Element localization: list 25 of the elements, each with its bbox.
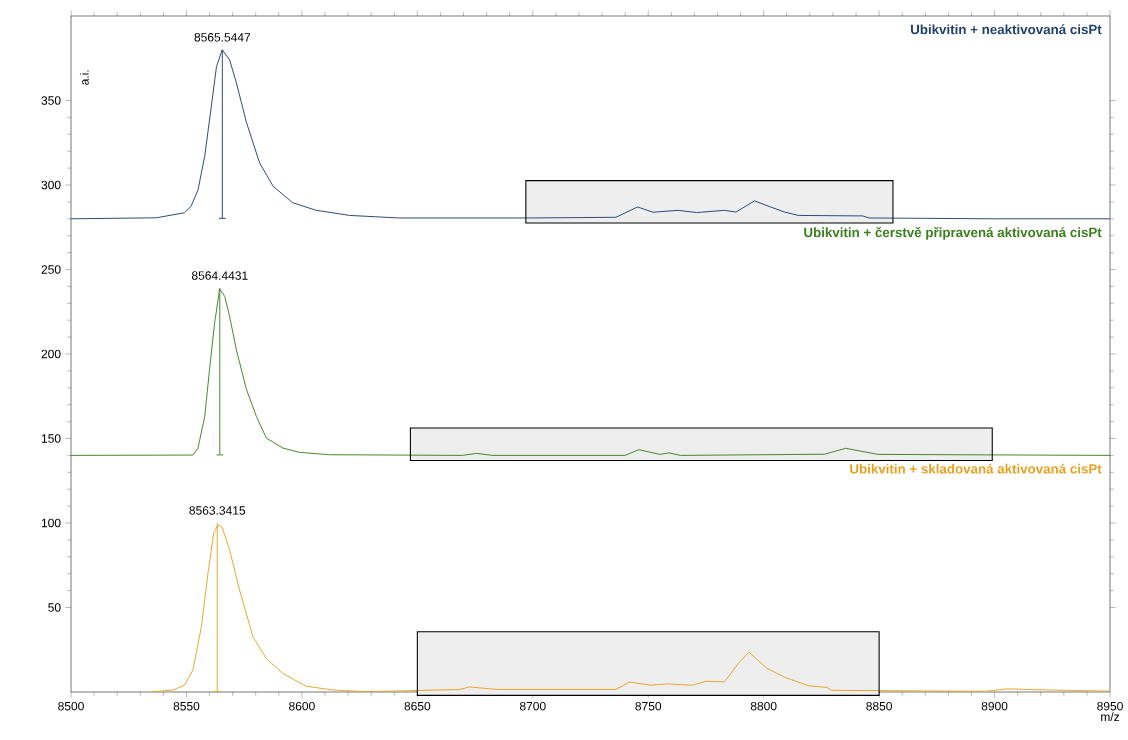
x-tick-label: 8750 [635, 701, 662, 711]
x-tick-label: 8800 [750, 701, 777, 711]
y-axis-title: a.i. [79, 70, 89, 85]
x-tick-label: 8650 [404, 701, 431, 711]
x-tick-label: 8900 [981, 701, 1008, 711]
annotation: 8563.3415 [189, 506, 246, 515]
y-tick-label: 300 [41, 180, 61, 190]
y-tick-label: 50 [48, 603, 61, 612]
y-tick-label: 250 [41, 265, 61, 274]
x-axis-title: m/z [1101, 712, 1120, 722]
x-tick-label: 8850 [866, 701, 892, 711]
x-tick-label: 8950 [1097, 701, 1123, 711]
x-tick-label: 8600 [289, 701, 315, 711]
y-tick-label: 100 [41, 518, 61, 528]
y-tick-label: 150 [41, 434, 61, 443]
text: Ubikvitin + skladovaná aktivovaná cisPt [850, 463, 1102, 474]
x-tick-label: 8700 [519, 701, 546, 711]
y-tick-label: 350 [41, 96, 61, 105]
annotation: 8565.5447 [194, 33, 251, 42]
x-tick-label: 8550 [173, 701, 200, 711]
x-tick-label: 8500 [58, 701, 84, 711]
annotation: 8564.4431 [191, 271, 248, 280]
y-tick-label: 200 [41, 349, 61, 359]
text: Ubikvitin + neaktivovaná cisPt [910, 24, 1102, 35]
text: Ubikvitin + čerstvě připravená aktivovaná cisPt [804, 227, 1102, 240]
